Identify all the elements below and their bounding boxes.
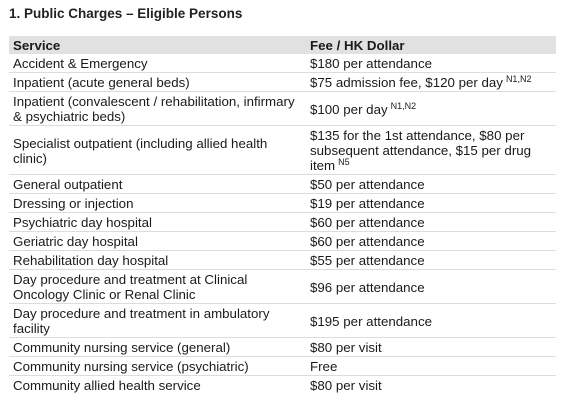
fee-cell: $100 per day N1,N2 xyxy=(306,91,556,126)
fee-text: $80 per visit xyxy=(310,378,382,393)
fee-cell: $60 per attendance xyxy=(306,212,556,232)
table-row: Day procedure and treatment at Clinical … xyxy=(9,269,556,304)
fee-cell: $80 per visit xyxy=(306,337,556,357)
service-cell: Specialist outpatient (including allied … xyxy=(9,125,306,175)
table-row: Accident & Emergency $180 per attendance xyxy=(9,54,556,73)
service-cell: Community nursing service (psychiatric) xyxy=(9,356,306,376)
fee-text: $100 per day xyxy=(310,101,388,117)
fee-text: $195 per attendance xyxy=(310,313,432,329)
table-row: Inpatient (convalescent / rehabilitation… xyxy=(9,91,556,126)
fee-text: $60 per attendance xyxy=(310,234,425,249)
fee-text: $60 per attendance xyxy=(310,215,425,230)
service-cell: Accident & Emergency xyxy=(9,54,306,73)
column-header-service: Service xyxy=(13,37,61,53)
table-row: Inpatient (acute general beds) $75 admiss… xyxy=(9,72,556,92)
service-cell: Dressing or injection xyxy=(9,193,306,213)
fee-cell: $60 per attendance xyxy=(306,231,556,251)
table-row: Geriatric day hospital $60 per attendance xyxy=(9,231,556,251)
service-cell: Inpatient (acute general beds) xyxy=(9,72,306,92)
fee-cell: $96 per attendance xyxy=(306,269,556,304)
service-cell: Geriatric day hospital xyxy=(9,231,306,251)
fee-text: $180 per attendance xyxy=(310,56,432,71)
footnote-reference: N5 xyxy=(338,157,350,167)
fee-text: $80 per visit xyxy=(310,340,382,355)
fee-text: Free xyxy=(310,359,338,374)
table-body: Accident & Emergency $180 per attendance I… xyxy=(9,54,556,394)
service-cell: Psychiatric day hospital xyxy=(9,212,306,232)
fee-cell: $135 for the 1st attendance, $80 per sub… xyxy=(306,125,556,175)
fee-cell: $50 per attendance xyxy=(306,174,556,194)
table-row: Dressing or injection $19 per attendance xyxy=(9,193,556,213)
service-cell: Community allied health service xyxy=(13,378,201,393)
fee-cell: $75 admission fee, $120 per day N1,N2 xyxy=(306,72,556,92)
table-row: Day procedure and treatment in ambulator… xyxy=(9,303,556,338)
table-row: Community nursing service (general) $80 p… xyxy=(9,337,556,357)
table-row: Community nursing service (psychiatric) F… xyxy=(9,356,556,376)
section-heading: 1. Public Charges – Eligible Persons xyxy=(9,6,243,21)
column-header-fee: Fee / HK Dollar xyxy=(310,37,405,53)
fee-cell: $80 per visit xyxy=(306,376,556,395)
fee-text: $135 for the 1st attendance, $80 per sub… xyxy=(310,128,532,173)
fee-text: $50 per attendance xyxy=(310,177,425,192)
service-cell: Inpatient (convalescent / rehabilitation… xyxy=(9,91,306,126)
table-header-row: Service Fee / HK Dollar xyxy=(9,36,556,54)
table-row: Psychiatric day hospital $60 per attendan… xyxy=(9,212,556,232)
fee-cell: $19 per attendance xyxy=(306,193,556,213)
service-cell: Community nursing service (general) xyxy=(9,337,306,357)
service-cell: General outpatient xyxy=(9,174,306,194)
service-cell: Day procedure and treatment in ambulator… xyxy=(9,303,306,338)
footnote-reference: N1,N2 xyxy=(390,100,417,111)
fee-cell: $55 per attendance xyxy=(306,250,556,270)
table-row: Rehabilitation day hospital $55 per atten… xyxy=(9,250,556,270)
service-cell: Day procedure and treatment at Clinical … xyxy=(9,269,306,304)
footnote-reference: N1,N2 xyxy=(505,74,532,84)
fee-text: $55 per attendance xyxy=(310,253,425,268)
fee-cell: $180 per attendance xyxy=(306,54,556,73)
table-row: Specialist outpatient (including allied … xyxy=(9,125,556,175)
table-row: Community allied health service $80 per v… xyxy=(9,376,556,395)
fee-text: $75 admission fee, $120 per day xyxy=(310,75,503,90)
public-charges-table: Service Fee / HK Dollar Accident & Emerg… xyxy=(9,36,556,394)
fee-text: $96 per attendance xyxy=(310,279,425,295)
fee-cell: $195 per attendance xyxy=(306,303,556,338)
fee-cell: Free xyxy=(306,356,556,376)
fee-text: $19 per attendance xyxy=(310,196,425,211)
service-cell: Rehabilitation day hospital xyxy=(9,250,306,270)
table-row: General outpatient $50 per attendance xyxy=(9,174,556,194)
